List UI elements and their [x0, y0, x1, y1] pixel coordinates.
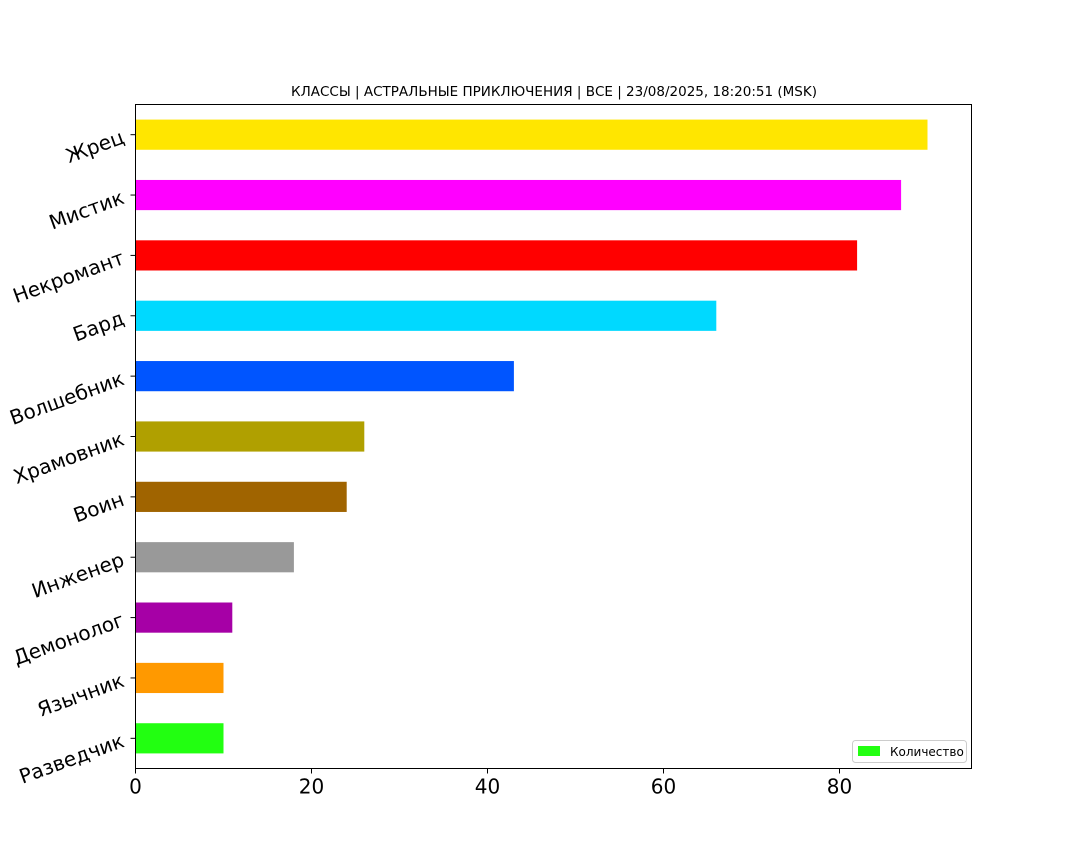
legend-label: Количество	[890, 745, 964, 759]
bar-4	[135, 300, 717, 331]
y-tick-label: Храмовник	[10, 427, 127, 489]
bar-10	[135, 662, 224, 694]
y-tick-label: Инженер	[28, 547, 127, 603]
y-tick-label: Некромант	[10, 245, 128, 307]
y-tick-label: Воин	[70, 487, 127, 527]
bar-8	[135, 542, 294, 573]
x-tick-label: 60	[651, 775, 676, 799]
x-tick-labels: 0 20 40 60 80	[129, 768, 852, 799]
x-tick-label: 80	[827, 775, 852, 799]
x-tick-label: 40	[475, 775, 500, 799]
y-tick-label: Язычник	[34, 668, 127, 721]
bar-11	[135, 723, 224, 754]
y-tick-label: Разведчик	[16, 728, 127, 788]
x-tick-label: 0	[129, 775, 142, 799]
bar-5	[135, 361, 514, 392]
plot-frame	[135, 104, 972, 769]
y-tick-label: Бард	[70, 306, 128, 347]
y-tick-label: Мистик	[46, 185, 127, 234]
y-tick-label: Волшебник	[6, 366, 127, 430]
chart-title: КЛАССЫ | АСТРАЛЬНЫЕ ПРИКЛЮЧЕНИЯ | ВСЕ | …	[291, 84, 817, 100]
y-tick-label: Жрец	[62, 125, 127, 168]
legend-swatch	[858, 746, 880, 756]
bar-2	[135, 179, 902, 211]
bar-7	[135, 481, 347, 512]
bar-9	[135, 602, 233, 633]
bar-3	[135, 240, 858, 271]
bars-group	[135, 119, 928, 754]
bar-6	[135, 421, 365, 452]
bar-1	[135, 119, 928, 150]
legend: Количество	[852, 740, 967, 763]
x-tick-label: 20	[299, 775, 324, 799]
y-tick-label: Демонолог	[10, 608, 127, 670]
legend-box	[852, 740, 967, 763]
